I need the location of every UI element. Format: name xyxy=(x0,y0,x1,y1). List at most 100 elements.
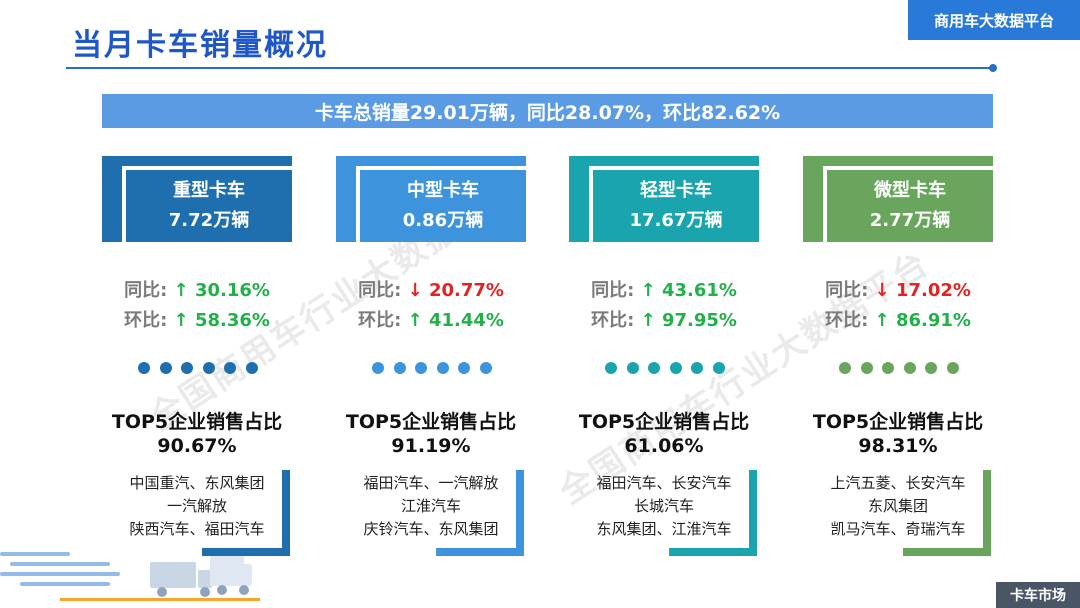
title-divider xyxy=(66,67,994,69)
separator-dot xyxy=(245,362,258,374)
mom-arrow-icon: ↑ xyxy=(407,310,423,331)
segment-volume: 17.67万辆 xyxy=(629,210,723,231)
yoy-stat: 同比: ↑ 43.61% xyxy=(569,276,759,302)
card-frame-left xyxy=(336,156,356,242)
segment-column-mini: 微型卡车 2.77万辆 同比: ↓ 17.02% 环比: ↑ 86.91% TO… xyxy=(803,0,993,608)
brands-bracket-bottom xyxy=(436,548,524,556)
dot-separator xyxy=(372,362,492,376)
separator-dot xyxy=(860,362,873,374)
yoy-arrow-icon: ↑ xyxy=(173,280,189,301)
separator-dot xyxy=(903,362,916,374)
separator-dot xyxy=(648,362,661,374)
separator-dot xyxy=(393,362,406,374)
brands-line: 江淮汽车 xyxy=(400,497,461,515)
top5-title: TOP5企业销售占比 xyxy=(345,411,517,433)
brands-bracket-bottom xyxy=(669,548,757,556)
segment-volume: 7.72万辆 xyxy=(168,210,250,231)
yoy-label: 同比: xyxy=(124,280,168,301)
separator-dot xyxy=(605,362,617,374)
segment-card: 重型卡车 7.72万辆 xyxy=(102,156,292,242)
yoy-value: 20.77% xyxy=(428,280,504,301)
top5-brands: 福田汽车、长安汽车 长城汽车 东风集团、江淮汽车 xyxy=(569,472,759,541)
segment-name: 轻型卡车 xyxy=(640,180,712,201)
yoy-label: 同比: xyxy=(825,280,869,301)
separator-dot xyxy=(839,362,851,374)
separator-dot xyxy=(181,362,194,374)
dot-separator xyxy=(605,362,725,376)
segment-name: 重型卡车 xyxy=(173,180,245,201)
yoy-arrow-icon: ↓ xyxy=(874,280,890,301)
mom-value: 41.44% xyxy=(428,310,504,331)
separator-dot xyxy=(458,362,471,374)
top5-share: 90.67% xyxy=(157,435,237,457)
segment-card: 轻型卡车 17.67万辆 xyxy=(569,156,759,242)
top5-share: 61.06% xyxy=(624,435,704,457)
top5-title: TOP5企业销售占比 xyxy=(812,411,984,433)
segment-card: 中型卡车 0.86万辆 xyxy=(336,156,526,242)
brands-line: 福田汽车、长安汽车 xyxy=(596,474,732,492)
mom-label: 环比: xyxy=(124,310,168,331)
mom-value: 58.36% xyxy=(194,310,270,331)
separator-dot xyxy=(224,362,237,374)
truck-icon xyxy=(210,556,252,595)
top5-brands: 上汽五菱、长安汽车 东风集团 凯马汽车、奇瑞汽车 xyxy=(803,472,993,541)
truck-icon xyxy=(150,562,212,597)
yoy-stat: 同比: ↑ 30.16% xyxy=(102,276,292,302)
brands-bracket-right xyxy=(983,470,991,556)
card-frame-top xyxy=(803,156,993,166)
top5-title: TOP5企业销售占比 xyxy=(578,411,750,433)
segment-column-light: 轻型卡车 17.67万辆 同比: ↑ 43.61% 环比: ↑ 97.95% T… xyxy=(569,0,759,608)
separator-dot xyxy=(669,362,682,374)
top5-block: TOP5企业销售占比 61.06% xyxy=(559,410,769,458)
brands-line: 上汽五菱、长安汽车 xyxy=(830,474,966,492)
yoy-value: 17.02% xyxy=(895,280,971,301)
yoy-arrow-icon: ↓ xyxy=(407,280,423,301)
separator-dot xyxy=(415,362,428,374)
mom-stat: 环比: ↑ 97.95% xyxy=(569,306,759,332)
separator-dot xyxy=(436,362,449,374)
brands-line: 中国重汽、东风集团 xyxy=(129,474,265,492)
brands-line: 东风集团、江淮汽车 xyxy=(596,520,732,538)
trucks-illustration xyxy=(0,552,260,601)
brands-line: 一汽解放 xyxy=(166,497,227,515)
mom-label: 环比: xyxy=(591,310,635,331)
segment-column-medium: 中型卡车 0.86万辆 同比: ↓ 20.77% 环比: ↑ 41.44% TO… xyxy=(336,0,526,608)
separator-dot xyxy=(691,362,704,374)
segment-volume: 2.77万辆 xyxy=(869,210,951,231)
card-frame-top xyxy=(336,156,526,166)
card-frame-left xyxy=(102,156,122,242)
top5-block: TOP5企业销售占比 90.67% xyxy=(92,410,302,458)
separator-dot xyxy=(946,362,959,374)
segment-volume: 0.86万辆 xyxy=(402,210,484,231)
top5-brands: 福田汽车、一汽解放 江淮汽车 庆铃汽车、东风集团 xyxy=(336,472,526,541)
segment-tile: 微型卡车 2.77万辆 xyxy=(827,170,993,242)
brands-line: 福田汽车、一汽解放 xyxy=(363,474,499,492)
separator-dot xyxy=(202,362,215,374)
card-frame-left xyxy=(569,156,589,242)
road-line xyxy=(60,598,260,601)
brands-bracket-bottom xyxy=(903,548,991,556)
separator-dot xyxy=(925,362,938,374)
brands-line: 长城汽车 xyxy=(633,497,694,515)
brands-line: 庆铃汽车、东风集团 xyxy=(363,520,499,538)
dot-separator xyxy=(839,362,959,376)
segment-name: 中型卡车 xyxy=(407,180,479,201)
mom-stat: 环比: ↑ 41.44% xyxy=(336,306,526,332)
mom-arrow-icon: ↑ xyxy=(173,310,189,331)
mom-label: 环比: xyxy=(358,310,402,331)
brand-tag: 商用车大数据平台 xyxy=(908,0,1080,40)
separator-dot xyxy=(882,362,895,374)
yoy-label: 同比: xyxy=(358,280,402,301)
separator-dot xyxy=(372,362,384,374)
mom-value: 86.91% xyxy=(895,310,971,331)
yoy-arrow-icon: ↑ xyxy=(640,280,656,301)
card-frame-top xyxy=(102,156,292,166)
brands-bracket-right xyxy=(749,470,757,556)
separator-dot xyxy=(138,362,150,374)
mom-arrow-icon: ↑ xyxy=(640,310,656,331)
brands-bracket-bottom xyxy=(202,548,290,556)
top5-share: 91.19% xyxy=(391,435,471,457)
card-frame-left xyxy=(803,156,823,242)
footer-tag: 卡车市场 xyxy=(996,582,1080,608)
separator-dot xyxy=(159,362,172,374)
